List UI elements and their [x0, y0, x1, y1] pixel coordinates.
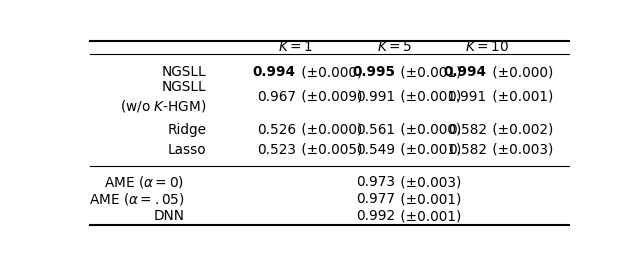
Text: 0.967: 0.967 [257, 90, 296, 104]
Text: (±0.005): (±0.005) [297, 143, 363, 157]
Text: (±0.001): (±0.001) [396, 209, 462, 223]
Text: 0.991: 0.991 [447, 90, 486, 104]
Text: 0.991: 0.991 [356, 90, 395, 104]
Text: 0.995: 0.995 [352, 65, 395, 79]
Text: 0.561: 0.561 [356, 123, 395, 137]
Text: AME ($\alpha = .05$): AME ($\alpha = .05$) [88, 191, 184, 207]
Text: 0.582: 0.582 [448, 123, 486, 137]
Text: (±0.002): (±0.002) [488, 123, 554, 137]
Text: (±0.001): (±0.001) [488, 90, 554, 104]
Text: 0.977: 0.977 [356, 192, 395, 206]
Text: 0.582: 0.582 [448, 143, 486, 157]
Text: (±0.001): (±0.001) [396, 143, 462, 157]
Text: NGSLL: NGSLL [162, 80, 207, 94]
Text: 0.549: 0.549 [356, 143, 395, 157]
Text: (±0.003): (±0.003) [488, 143, 554, 157]
Text: $K = 10$: $K = 10$ [465, 40, 509, 54]
Text: AME ($\alpha = 0$): AME ($\alpha = 0$) [104, 174, 184, 190]
Text: $K = 1$: $K = 1$ [278, 40, 313, 54]
Text: 0.523: 0.523 [257, 143, 296, 157]
Text: (w/o $K$-HGM): (w/o $K$-HGM) [120, 98, 207, 114]
Text: (±0.003): (±0.003) [396, 175, 462, 189]
Text: (±0.001): (±0.001) [396, 192, 462, 206]
Text: (±0.000): (±0.000) [488, 65, 554, 79]
Text: 0.526: 0.526 [257, 123, 296, 137]
Text: NGSLL: NGSLL [162, 65, 207, 79]
Text: 0.994: 0.994 [444, 65, 486, 79]
Text: DNN: DNN [153, 209, 184, 223]
Text: (±0.000): (±0.000) [297, 123, 363, 137]
Text: 0.973: 0.973 [356, 175, 395, 189]
Text: (±0.009): (±0.009) [297, 90, 363, 104]
Text: $K = 5$: $K = 5$ [378, 40, 413, 54]
Text: 0.994: 0.994 [253, 65, 296, 79]
Text: (±0.001): (±0.001) [396, 65, 462, 79]
Text: 0.992: 0.992 [356, 209, 395, 223]
Text: Lasso: Lasso [168, 143, 207, 157]
Text: (±0.001): (±0.001) [396, 90, 462, 104]
Text: (±0.000): (±0.000) [396, 123, 462, 137]
Text: (±0.000): (±0.000) [297, 65, 363, 79]
Text: Ridge: Ridge [168, 123, 207, 137]
